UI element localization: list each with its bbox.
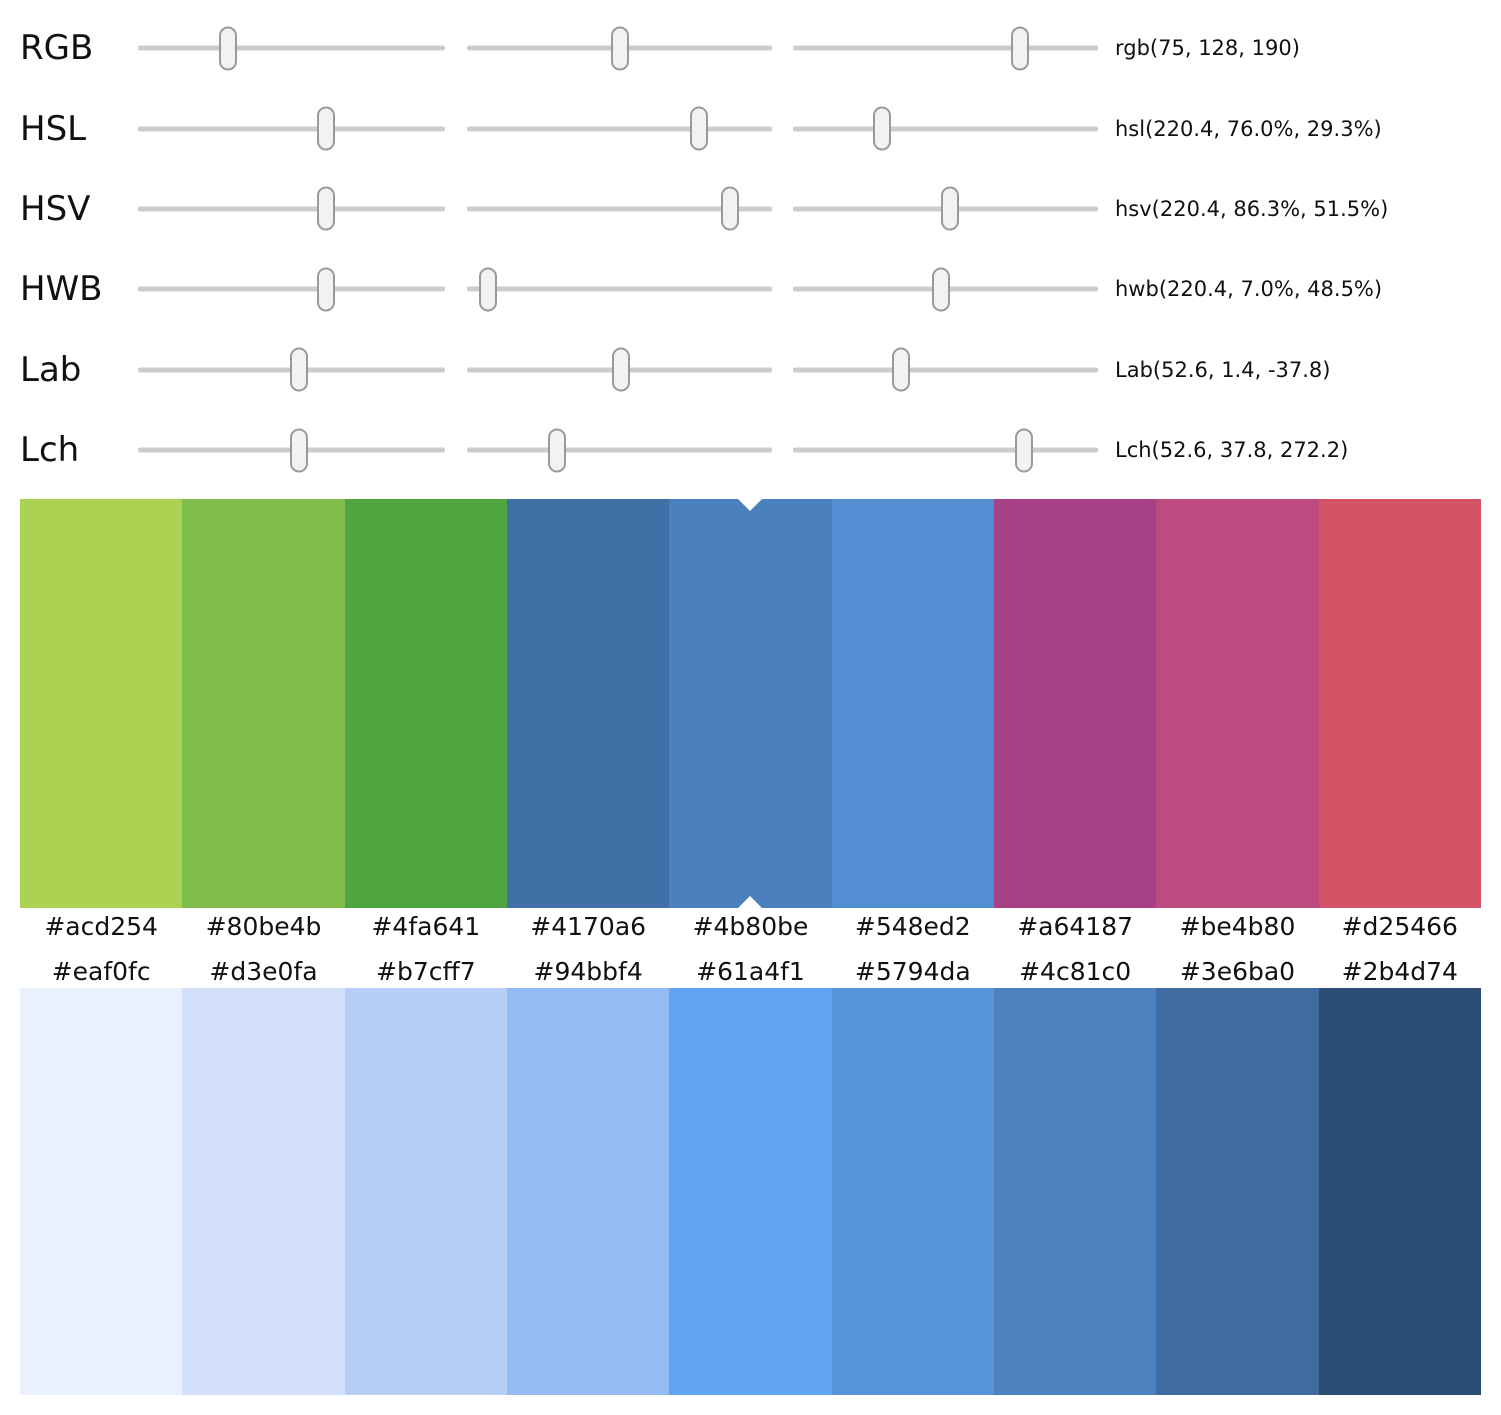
slider-track-1[interactable] <box>138 428 445 473</box>
slider-track-3[interactable] <box>793 186 1098 231</box>
color-model-label: Lab <box>20 349 82 390</box>
slider-track-2[interactable] <box>467 26 772 71</box>
hex-code-label: #5794da <box>854 957 971 986</box>
hex-code-label: #3e6ba0 <box>1179 957 1296 986</box>
hex-code-label: #be4b80 <box>1179 912 1296 941</box>
selected-swatch-marker-top <box>738 499 763 511</box>
hue-swatch-8[interactable] <box>1156 499 1319 908</box>
color-value-readout: hwb(220.4, 7.0%, 48.5%) <box>1115 277 1383 302</box>
slider-row-hwb: HWB hwb(220.4, 7.0%, 48.5%) <box>0 249 1501 329</box>
color-model-label: HWB <box>20 269 103 310</box>
hex-code-label: #80be4b <box>205 912 322 941</box>
hex-code-label: #4fa641 <box>371 912 481 941</box>
slider-panel: RGB rgb(75, 128, 190) HSL hsl(220.4, 76.… <box>0 8 1501 492</box>
hue-swatch-3[interactable] <box>344 499 507 908</box>
tint-swatch-5[interactable] <box>669 988 832 1395</box>
slider-row-rgb: RGB rgb(75, 128, 190) <box>0 8 1501 88</box>
slider-track-1[interactable] <box>138 347 445 392</box>
slider-handle-2[interactable] <box>612 347 631 392</box>
hue-swatch-2[interactable] <box>182 499 345 908</box>
slider-track-2[interactable] <box>467 267 772 312</box>
color-value-readout: hsl(220.4, 76.0%, 29.3%) <box>1115 116 1382 141</box>
slider-row-lab: Lab Lab(52.6, 1.4, -37.8) <box>0 330 1501 410</box>
hex-code-label: #4c81c0 <box>1019 957 1132 986</box>
tint-palette <box>20 988 1481 1395</box>
slider-handle-1[interactable] <box>316 267 335 312</box>
slider-track-2[interactable] <box>467 186 772 231</box>
tint-swatch-2[interactable] <box>182 988 345 1395</box>
slider-handle-2[interactable] <box>721 186 740 231</box>
hex-code-label: #548ed2 <box>854 912 971 941</box>
slider-track-3[interactable] <box>793 26 1098 71</box>
color-value-readout: rgb(75, 128, 190) <box>1115 36 1300 61</box>
slider-track-1[interactable] <box>138 26 445 71</box>
hex-code-label: #d3e0fa <box>209 957 318 986</box>
hex-code-label: #94bbf4 <box>533 957 643 986</box>
hex-code-label: #d25466 <box>1341 912 1458 941</box>
hue-hex-labels: #acd254 #80be4b #4fa641 #4170a6 #4b80be … <box>20 912 1481 942</box>
color-model-label: Lch <box>20 430 80 471</box>
color-value-readout: Lch(52.6, 37.8, 272.2) <box>1115 438 1349 463</box>
hex-code-label: #acd254 <box>44 912 158 941</box>
slider-handle-1[interactable] <box>290 428 309 473</box>
slider-handle-3[interactable] <box>1011 26 1030 71</box>
slider-track-3[interactable] <box>793 428 1098 473</box>
selected-swatch-marker-bottom <box>738 896 763 908</box>
tint-swatch-9[interactable] <box>1318 988 1481 1395</box>
color-model-label: HSV <box>20 188 91 229</box>
slider-handle-3[interactable] <box>891 347 910 392</box>
color-value-readout: Lab(52.6, 1.4, -37.8) <box>1115 357 1331 382</box>
slider-handle-2[interactable] <box>689 106 708 151</box>
slider-handle-3[interactable] <box>941 186 960 231</box>
slider-handle-2[interactable] <box>479 267 498 312</box>
slider-track-3[interactable] <box>793 267 1098 312</box>
slider-handle-2[interactable] <box>611 26 630 71</box>
slider-track-3[interactable] <box>793 347 1098 392</box>
slider-row-hsv: HSV hsv(220.4, 86.3%, 51.5%) <box>0 169 1501 249</box>
tint-swatch-7[interactable] <box>993 988 1157 1395</box>
slider-handle-1[interactable] <box>290 347 309 392</box>
hue-swatch-5[interactable] <box>669 499 832 908</box>
slider-track-1[interactable] <box>138 106 445 151</box>
slider-track-1[interactable] <box>138 267 445 312</box>
hue-palette <box>20 499 1481 908</box>
slider-track-2[interactable] <box>467 347 772 392</box>
slider-track-2[interactable] <box>467 428 772 473</box>
slider-handle-1[interactable] <box>316 186 335 231</box>
slider-handle-3[interactable] <box>1014 428 1033 473</box>
tint-hex-labels: #eaf0fc #d3e0fa #b7cff7 #94bbf4 #61a4f1 … <box>20 957 1481 987</box>
hex-code-label: #2b4d74 <box>1341 957 1458 986</box>
hex-code-label: #b7cff7 <box>376 957 476 986</box>
hue-swatch-6[interactable] <box>831 499 994 908</box>
slider-handle-1[interactable] <box>219 26 238 71</box>
color-model-label: RGB <box>20 28 94 69</box>
hex-code-label: #4170a6 <box>530 912 647 941</box>
slider-handle-3[interactable] <box>873 106 892 151</box>
hex-code-label: #a64187 <box>1017 912 1134 941</box>
slider-handle-3[interactable] <box>931 267 950 312</box>
slider-track-1[interactable] <box>138 186 445 231</box>
color-model-label: HSL <box>20 108 87 149</box>
hue-swatch-7[interactable] <box>993 499 1157 908</box>
slider-handle-2[interactable] <box>547 428 566 473</box>
slider-track-3[interactable] <box>793 106 1098 151</box>
hex-code-label: #61a4f1 <box>696 957 805 986</box>
slider-track-2[interactable] <box>467 106 772 151</box>
color-value-readout: hsv(220.4, 86.3%, 51.5%) <box>1115 196 1389 221</box>
tint-swatch-3[interactable] <box>344 988 507 1395</box>
slider-row-hsl: HSL hsl(220.4, 76.0%, 29.3%) <box>0 88 1501 168</box>
slider-handle-1[interactable] <box>316 106 335 151</box>
hue-swatch-1[interactable] <box>20 499 183 908</box>
hex-code-label: #4b80be <box>692 912 809 941</box>
tint-swatch-4[interactable] <box>506 988 670 1395</box>
tint-swatch-1[interactable] <box>20 988 183 1395</box>
tint-swatch-8[interactable] <box>1156 988 1319 1395</box>
hue-swatch-4[interactable] <box>506 499 670 908</box>
hex-code-label: #eaf0fc <box>51 957 151 986</box>
hue-swatch-9[interactable] <box>1318 499 1481 908</box>
tint-swatch-6[interactable] <box>831 988 994 1395</box>
slider-row-lch: Lch Lch(52.6, 37.8, 272.2) <box>0 410 1501 490</box>
